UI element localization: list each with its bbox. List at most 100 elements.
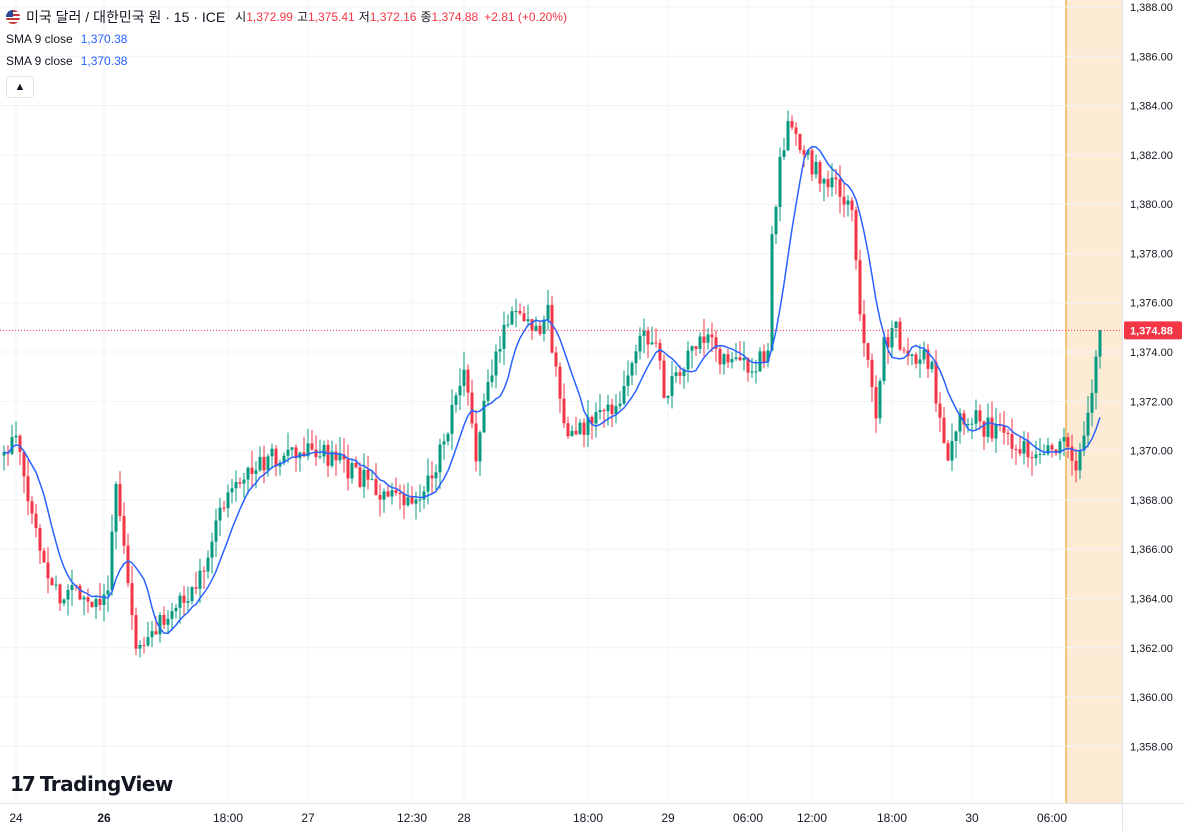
candle[interactable]	[1026, 432, 1030, 468]
candle[interactable]	[286, 432, 290, 463]
candle[interactable]	[262, 445, 266, 484]
candle[interactable]	[354, 456, 358, 469]
candle[interactable]	[734, 343, 738, 361]
candle[interactable]	[930, 360, 934, 373]
candle[interactable]	[142, 636, 146, 654]
candle[interactable]	[10, 424, 14, 456]
candle[interactable]	[754, 359, 758, 384]
candle[interactable]	[90, 601, 94, 608]
candle[interactable]	[1042, 443, 1046, 456]
candle[interactable]	[706, 328, 710, 350]
candle[interactable]	[578, 419, 582, 435]
candle[interactable]	[626, 360, 630, 397]
candle[interactable]	[798, 133, 802, 154]
candle[interactable]	[826, 170, 830, 197]
candle[interactable]	[14, 421, 18, 444]
candle[interactable]	[226, 484, 230, 518]
candle[interactable]	[386, 483, 390, 498]
candle[interactable]	[950, 423, 954, 472]
candle[interactable]	[922, 341, 926, 365]
candle[interactable]	[314, 435, 318, 467]
candle[interactable]	[910, 353, 914, 366]
candle[interactable]	[642, 318, 646, 354]
candle[interactable]	[38, 524, 42, 565]
candle[interactable]	[374, 463, 378, 496]
candle[interactable]	[862, 299, 866, 357]
candle[interactable]	[974, 399, 978, 431]
candle[interactable]	[938, 392, 942, 433]
candle[interactable]	[722, 353, 726, 375]
candle[interactable]	[474, 410, 478, 472]
candle[interactable]	[542, 315, 546, 342]
candle[interactable]	[870, 353, 874, 402]
candle[interactable]	[738, 341, 742, 361]
candle[interactable]	[346, 444, 350, 491]
candle[interactable]	[494, 344, 498, 389]
candle[interactable]	[554, 346, 558, 377]
candle[interactable]	[426, 458, 430, 505]
candle[interactable]	[118, 471, 122, 522]
indicator-row-2[interactable]: SMA 9 close 1,370.38	[6, 50, 567, 72]
candle[interactable]	[866, 342, 870, 368]
candle[interactable]	[1034, 440, 1038, 466]
candle[interactable]	[942, 406, 946, 444]
candle[interactable]	[462, 352, 466, 397]
candle[interactable]	[482, 393, 486, 434]
candle[interactable]	[266, 453, 270, 477]
candle[interactable]	[22, 451, 26, 494]
candle[interactable]	[390, 482, 394, 505]
candle[interactable]	[402, 484, 406, 520]
candle[interactable]	[6, 445, 10, 466]
candle[interactable]	[854, 206, 858, 270]
candle[interactable]	[382, 488, 386, 513]
candle[interactable]	[646, 326, 650, 359]
candle[interactable]	[114, 481, 118, 550]
candle[interactable]	[1018, 435, 1022, 457]
indicator-name[interactable]: SMA 9 close	[6, 54, 73, 68]
candle[interactable]	[690, 345, 694, 369]
candle[interactable]	[458, 368, 462, 410]
candle[interactable]	[102, 583, 106, 622]
candle[interactable]	[202, 566, 206, 590]
candle[interactable]	[274, 445, 278, 477]
candle[interactable]	[18, 434, 22, 466]
candle[interactable]	[450, 389, 454, 451]
candle[interactable]	[198, 558, 202, 604]
indicator-name[interactable]: SMA 9 close	[6, 32, 73, 46]
candle[interactable]	[638, 327, 642, 360]
candle[interactable]	[1066, 432, 1070, 459]
candle[interactable]	[534, 316, 538, 332]
candle[interactable]	[414, 491, 418, 520]
candle[interactable]	[510, 306, 514, 326]
candle[interactable]	[822, 177, 826, 202]
candle[interactable]	[246, 466, 250, 495]
candle[interactable]	[898, 317, 902, 352]
candle[interactable]	[258, 446, 262, 473]
candle[interactable]	[566, 416, 570, 439]
candle[interactable]	[42, 547, 46, 563]
candle[interactable]	[918, 344, 922, 379]
candle[interactable]	[674, 366, 678, 383]
candle[interactable]	[130, 565, 134, 630]
candle[interactable]	[330, 440, 334, 468]
candle[interactable]	[814, 154, 818, 179]
candle[interactable]	[310, 430, 314, 451]
candle[interactable]	[230, 478, 234, 504]
candle[interactable]	[350, 460, 354, 484]
candle[interactable]	[666, 395, 670, 405]
candle[interactable]	[406, 482, 410, 507]
candle[interactable]	[574, 416, 578, 436]
candle[interactable]	[878, 378, 882, 424]
candle[interactable]	[506, 314, 510, 328]
candle[interactable]	[106, 575, 110, 613]
candle[interactable]	[110, 514, 114, 596]
candle[interactable]	[926, 343, 930, 378]
candle[interactable]	[234, 470, 238, 502]
candle[interactable]	[810, 147, 814, 181]
candle[interactable]	[1070, 434, 1074, 476]
candle[interactable]	[582, 418, 586, 448]
candle[interactable]	[786, 110, 790, 152]
candle[interactable]	[990, 401, 994, 443]
